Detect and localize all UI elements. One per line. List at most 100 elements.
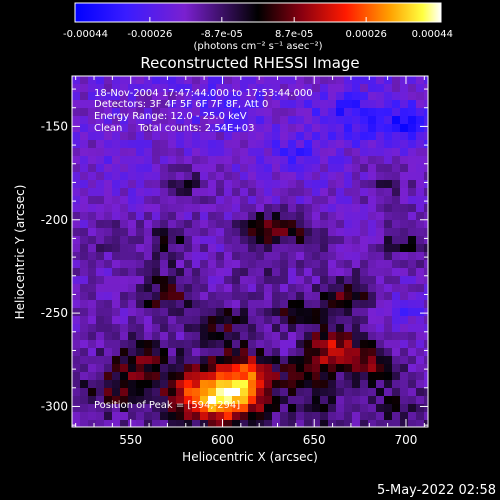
heatmap-cell <box>344 92 352 100</box>
heatmap-cell <box>416 188 424 196</box>
heatmap-cell <box>232 324 240 332</box>
heatmap-cell <box>400 100 408 108</box>
heatmap-cell <box>128 228 136 236</box>
heatmap-cell <box>80 348 88 356</box>
heatmap-cell <box>192 284 200 292</box>
heatmap-cell <box>288 188 296 196</box>
heatmap-cell <box>288 300 296 308</box>
heatmap-cell <box>192 156 200 164</box>
heatmap-cell <box>96 204 104 212</box>
heatmap-cell <box>208 228 216 236</box>
heatmap-cell <box>240 340 248 348</box>
heatmap-cell <box>304 372 312 380</box>
heatmap-cell <box>336 164 344 172</box>
heatmap-cell <box>224 316 232 324</box>
heatmap-cell <box>216 364 224 372</box>
heatmap-cell <box>336 196 344 204</box>
heatmap-cell <box>296 340 304 348</box>
heatmap-cell <box>88 332 96 340</box>
heatmap-cell <box>288 316 296 324</box>
heatmap-cell <box>256 420 264 427</box>
heatmap-cell <box>112 148 120 156</box>
heatmap-cell <box>408 292 416 300</box>
heatmap-cell <box>80 300 88 308</box>
heatmap-cell <box>400 140 408 148</box>
heatmap-cell <box>176 420 184 427</box>
heatmap-cell <box>144 116 152 124</box>
heatmap-cell <box>336 132 344 140</box>
heatmap-cell <box>416 396 424 404</box>
annotation-line: 18-Nov-2004 17:47:44.000 to 17:53:44.000 <box>94 88 313 99</box>
heatmap-cell <box>280 188 288 196</box>
heatmap-cell <box>272 76 280 84</box>
annotations: 18-Nov-2004 17:47:44.000 to 17:53:44.000… <box>94 88 313 411</box>
heatmap-cell <box>208 156 216 164</box>
heatmap-cell <box>208 124 216 132</box>
heatmap-cell <box>408 420 416 427</box>
heatmap-cell <box>248 388 256 396</box>
heatmap-cell <box>408 100 416 108</box>
heatmap-cell <box>328 172 336 180</box>
heatmap-cell <box>88 300 96 308</box>
heatmap-cell <box>248 164 256 172</box>
heatmap-cell <box>120 316 128 324</box>
heatmap-cell <box>96 324 104 332</box>
heatmap-cell <box>224 412 232 420</box>
heatmap-cell <box>424 180 428 188</box>
heatmap-cell <box>216 84 224 92</box>
heatmap-cell <box>392 116 400 124</box>
heatmap-cell <box>280 84 288 92</box>
heatmap-cell <box>160 124 168 132</box>
heatmap-cell <box>336 108 344 116</box>
heatmap-cell <box>392 332 400 340</box>
heatmap-cell <box>208 196 216 204</box>
heatmap-cell <box>192 108 200 116</box>
heatmap-cell <box>208 292 216 300</box>
heatmap-cell <box>192 268 200 276</box>
heatmap-cell <box>96 84 104 92</box>
heatmap-cell <box>88 268 96 276</box>
heatmap-cell <box>120 396 128 404</box>
heatmap-cell <box>344 268 352 276</box>
heatmap-cell <box>256 100 264 108</box>
heatmap-cell <box>304 132 312 140</box>
heatmap-cell <box>288 244 296 252</box>
heatmap-cell <box>256 412 264 420</box>
heatmap-cell <box>136 332 144 340</box>
heatmap-cell <box>160 196 168 204</box>
heatmap-cell <box>368 76 376 84</box>
heatmap-cell <box>232 164 240 172</box>
heatmap-cell <box>424 132 428 140</box>
heatmap-cell <box>328 340 336 348</box>
heatmap-cell <box>192 316 200 324</box>
heatmap-cell <box>264 156 272 164</box>
heatmap-cell <box>352 388 360 396</box>
heatmap-cell <box>384 380 392 388</box>
heatmap-cell <box>264 412 272 420</box>
heatmap-cell <box>328 292 336 300</box>
heatmap-cell <box>272 212 280 220</box>
heatmap-cell <box>376 92 384 100</box>
heatmap-cell <box>320 300 328 308</box>
heatmap-cell <box>288 132 296 140</box>
heatmap-cell <box>88 148 96 156</box>
heatmap-cell <box>320 364 328 372</box>
heatmap-cell <box>232 308 240 316</box>
heatmap-cell <box>112 156 120 164</box>
heatmap-cell <box>288 228 296 236</box>
heatmap-cell <box>360 260 368 268</box>
heatmap-cell <box>296 396 304 404</box>
heatmap-cell <box>128 172 136 180</box>
heatmap-cell <box>336 380 344 388</box>
heatmap-cell <box>344 404 352 412</box>
heatmap-cell <box>416 244 424 252</box>
heatmap-cell <box>344 372 352 380</box>
heatmap-cell <box>304 380 312 388</box>
heatmap-cell <box>136 156 144 164</box>
heatmap-cell <box>128 180 136 188</box>
heatmap-cell <box>400 188 408 196</box>
heatmap-cell <box>168 284 176 292</box>
heatmap-cell <box>384 372 392 380</box>
heatmap-cell <box>328 308 336 316</box>
heatmap-cell <box>136 420 144 427</box>
